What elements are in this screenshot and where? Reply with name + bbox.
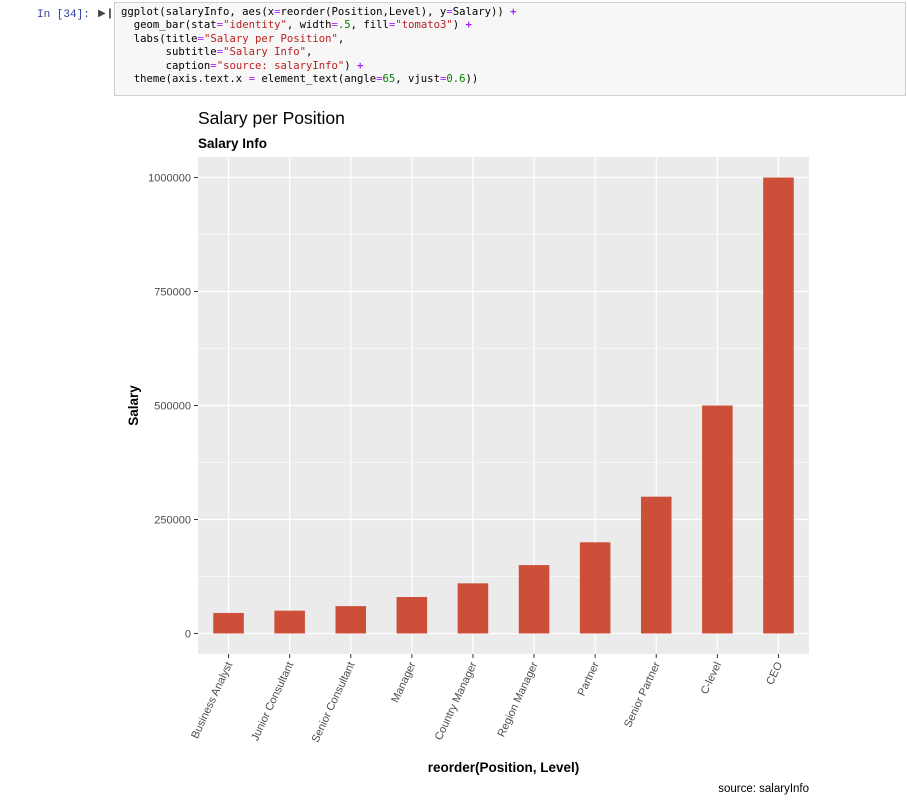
x-tick-label: C-level <box>699 660 724 696</box>
y-tick-label: 0 <box>185 628 191 640</box>
x-axis-ticks: Business Analyst Junior Consultant Senior … <box>189 654 785 745</box>
code-token: "identity" <box>223 19 287 32</box>
code-token: "source: salaryInfo" <box>216 59 345 72</box>
y-tick-label: 1000000 <box>148 173 191 185</box>
code-token: + <box>465 19 472 32</box>
cell-prompt: In [34]: <box>37 9 90 21</box>
code-token: ) <box>344 59 358 72</box>
x-tick-label: Senior Partner <box>622 660 663 730</box>
bars <box>213 177 794 634</box>
x-tick-label: CEO <box>764 660 785 687</box>
x-tick-label: Junior Consultant <box>249 660 296 743</box>
bar <box>274 610 305 634</box>
code-token: 65 <box>382 73 396 86</box>
code-line: ggplot(salaryInfo, aes(x=reorder(Positio… <box>121 6 905 19</box>
code-token: .5 <box>337 19 351 32</box>
code-token: = <box>439 73 447 86</box>
code-token: "tomato3" <box>395 19 453 32</box>
code-token: theme(axis.text.x <box>121 73 249 86</box>
x-tick-label: Manager <box>389 660 418 705</box>
code-token: = <box>216 46 224 59</box>
code-token: ggplot(salaryInfo, aes(x <box>121 6 275 18</box>
y-axis-ticks: 0 250000 500000 750000 1000000 <box>148 173 198 640</box>
code-token: = <box>248 73 255 86</box>
x-axis-title: reorder(Position, Level) <box>428 760 580 775</box>
code-token: "Salary per Position" <box>203 32 338 45</box>
code-token: element_text(angle <box>254 73 377 86</box>
code-token: + <box>357 59 364 72</box>
y-tick-label: 750000 <box>154 287 191 299</box>
code-line: theme(axis.text.x = element_text(angle=6… <box>121 73 905 86</box>
y-tick-label: 500000 <box>154 401 191 413</box>
code-line: subtitle="Salary Info", <box>121 46 905 59</box>
code-token: = <box>388 19 396 32</box>
code-token: = <box>274 6 281 18</box>
code-token: = <box>216 19 224 32</box>
code-token: reorder(Position,Level), y <box>280 6 447 18</box>
code-token: = <box>197 32 204 45</box>
y-axis-title: Salary <box>126 385 141 426</box>
bar <box>518 565 550 634</box>
bar <box>702 405 733 634</box>
play-step-icon[interactable]: ▶❙ <box>98 8 115 19</box>
code-token: 0.6 <box>446 73 466 86</box>
code-line: caption="source: salaryInfo") + <box>121 60 905 73</box>
code-token: geom_bar(stat <box>121 19 217 32</box>
code-line: labs(title="Salary per Position", <box>121 33 905 46</box>
code-token: "Salary Info" <box>223 46 306 59</box>
code-token: ) <box>452 19 466 32</box>
code-line: geom_bar(stat="identity", width=.5, fill… <box>121 19 905 32</box>
chart-caption: source: salaryInfo <box>718 783 809 795</box>
bar <box>579 542 611 634</box>
bar <box>213 612 244 634</box>
code-token: = <box>446 6 453 18</box>
code-token: , vjust <box>395 73 440 86</box>
code-token: , width <box>286 19 332 32</box>
chart-subtitle: Salary Info <box>198 136 267 151</box>
code-token: = <box>210 59 217 72</box>
x-tick-label: Country Manager <box>433 660 480 742</box>
code-token: caption <box>121 59 211 72</box>
bar <box>640 496 672 634</box>
code-token: = <box>376 73 383 86</box>
code-token: + <box>510 6 517 18</box>
code-token: subtitle <box>121 46 217 59</box>
chart-title: Salary per Position <box>198 108 345 128</box>
code-token: Salary)) <box>452 6 511 18</box>
code-token: )) <box>465 73 479 86</box>
x-tick-label: Senior Consultant <box>310 660 358 744</box>
code-cell[interactable]: ggplot(salaryInfo, aes(x=reorder(Positio… <box>114 2 906 96</box>
code-token: labs(title <box>121 32 198 45</box>
code-token: = <box>331 19 338 32</box>
x-tick-label: Partner <box>576 660 602 698</box>
x-tick-label: Region Manager <box>496 660 541 739</box>
code-token: , fill <box>350 19 389 32</box>
x-tick-label: Business Analyst <box>189 660 235 740</box>
bar <box>457 583 489 634</box>
bar <box>763 177 794 634</box>
bar <box>396 597 428 634</box>
bar <box>335 606 367 634</box>
code-token: , <box>305 46 313 59</box>
code-token: , <box>337 32 345 45</box>
y-tick-label: 250000 <box>154 514 191 526</box>
